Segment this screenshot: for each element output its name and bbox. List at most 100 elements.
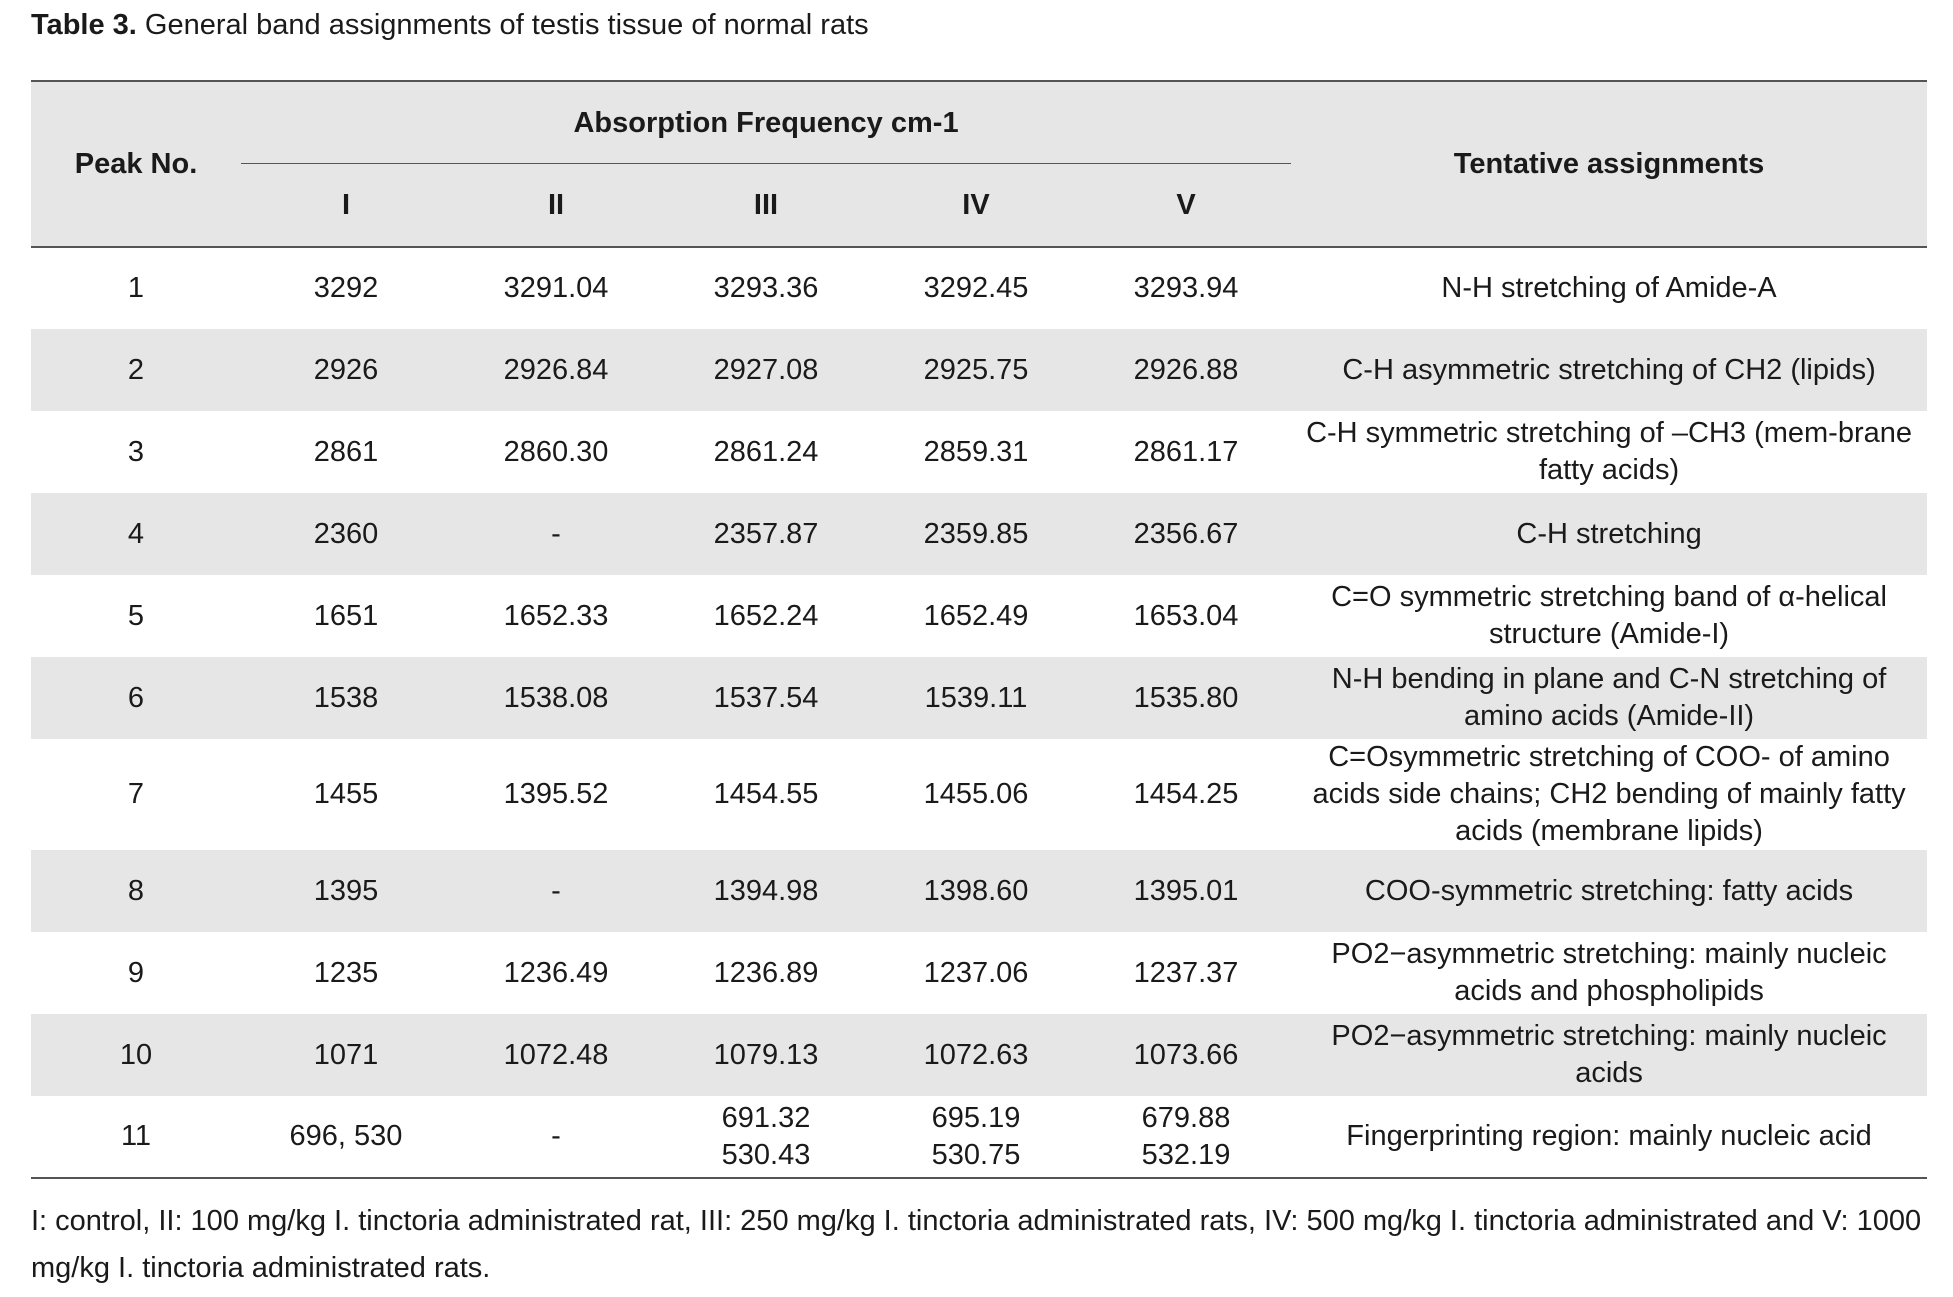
cell-assignment: C=Osymmetric stretching of COO- of amino…	[1312, 741, 1906, 847]
cell-assignment: N-H bending in plane and C-N stretching …	[1291, 657, 1928, 739]
cell-frequency-v: 1237.37	[1133, 956, 1239, 989]
cell-frequency-iii: 3293.36	[713, 272, 819, 304]
table-caption: Table 3. General band assignments of tes…	[31, 6, 869, 44]
cell-frequency-i: 696, 530	[241, 1096, 451, 1179]
header-group-i: I	[241, 164, 451, 247]
cell-frequency-v: 2861.17	[1133, 435, 1239, 468]
cell-frequency-iv: 1455.06	[923, 778, 1029, 810]
table-row: 1 3292 3291.04 3293.36 3292.45 3293.94 N-H str…	[31, 247, 1927, 329]
cell-frequency-v: 1395.01	[1081, 850, 1292, 932]
cell-frequency-iii: 1652.24	[713, 599, 819, 632]
band-assignment-table: Peak No. Absorption Frequency cm-1 Tenta…	[31, 80, 1928, 1179]
band-assignment-table-wrapper: Peak No. Absorption Frequency cm-1 Tenta…	[31, 80, 1928, 1179]
cell-frequency-v: 2926.88	[1081, 329, 1292, 411]
cell-frequency-ii: 3291.04	[503, 272, 609, 304]
cell-frequency-iii: 1537.54	[661, 657, 871, 739]
cell-peak-no: 2	[31, 329, 241, 411]
table-row: 9 1235 1236.49 1236.89 1237.06 1237.37 PO2−asy…	[31, 932, 1927, 1014]
header-group-iii: III	[661, 164, 871, 247]
cell-assignment: PO2−asymmetric stretching: mainly nuclei…	[1291, 1014, 1928, 1096]
header-absorption-frequency: Absorption Frequency cm-1	[241, 81, 1292, 164]
cell-frequency-ii: 1652.33	[503, 599, 609, 632]
cell-frequency-v: 3293.94	[1133, 272, 1239, 304]
cell-peak-no: 1	[127, 272, 145, 304]
cell-frequency-i: 3292	[313, 272, 379, 304]
cell-assignment: C-H symmetric stretching of –CH3 (mem-br…	[1306, 417, 1912, 486]
cell-frequency-i: 1395	[241, 850, 451, 932]
cell-frequency-iv: 1398.60	[871, 850, 1081, 932]
table-footnote: I: control, II: 100 mg/kg I. tinctoria a…	[31, 1205, 1922, 1284]
cell-frequency-iii: 691.32 530.43	[661, 1096, 871, 1179]
cell-frequency-iii: 1079.13	[661, 1014, 871, 1096]
cell-frequency-iv: 1539.11	[871, 657, 1081, 739]
table-header: Peak No. Absorption Frequency cm-1 Tenta…	[31, 81, 1928, 247]
header-group-v: V	[1081, 164, 1292, 247]
cell-frequency-ii: 1538.08	[451, 657, 661, 739]
cell-frequency-v: 1535.80	[1081, 657, 1292, 739]
header-tentative-assignments: Tentative assignments	[1291, 81, 1928, 247]
cell-peak-no: 9	[127, 956, 145, 989]
cell-frequency-iv: 1237.06	[923, 956, 1029, 989]
cell-assignment: Fingerprinting region: mainly nucleic ac…	[1291, 1096, 1928, 1179]
cell-assignment: N-H stretching of Amide-A	[1441, 272, 1777, 304]
table-row: 3 2861 2860.30 2861.24 2859.31 2861.17 C-H sym…	[31, 411, 1927, 493]
cell-frequency-iv: 1652.49	[923, 599, 1029, 632]
cell-frequency-iv: 695.19 530.75	[871, 1096, 1081, 1179]
cell-frequency-i: 2861	[313, 435, 379, 468]
caption-text: General band assignments of testis tissu…	[144, 9, 869, 41]
cell-frequency-i: 1455	[313, 778, 379, 810]
cell-frequency-ii: -	[451, 850, 661, 932]
cell-frequency-ii: 2860.30	[503, 435, 609, 468]
cell-peak-no: 11	[31, 1096, 241, 1179]
cell-frequency-i: 1538	[241, 657, 451, 739]
cell-frequency-iv: 2859.31	[923, 435, 1029, 468]
cell-frequency-i: 1235	[313, 956, 379, 989]
cell-frequency-i: 1651	[313, 599, 379, 632]
cell-frequency-i: 2360	[241, 493, 451, 575]
header-group-ii: II	[451, 164, 661, 247]
table-row: 6 1538 1538.08 1537.54 1539.11 1535.80 N-H ben…	[31, 657, 1928, 739]
cell-frequency-v: 679.88 532.19	[1081, 1096, 1292, 1179]
cell-frequency-iv: 1072.63	[871, 1014, 1081, 1096]
cell-frequency-v: 2356.67	[1081, 493, 1292, 575]
cell-frequency-iii: 2861.24	[713, 435, 819, 468]
table-row: 5 1651 1652.33 1652.24 1652.49 1653.04 C=O sym…	[31, 575, 1927, 657]
cell-assignment: C=O symmetric stretching band of α-helic…	[1331, 581, 1887, 650]
cell-peak-no: 6	[31, 657, 241, 739]
cell-frequency-iii: 1394.98	[661, 850, 871, 932]
cell-frequency-ii: -	[451, 1096, 661, 1179]
cell-frequency-i: 2926	[241, 329, 451, 411]
table-body: 1 3292 3291.04 3293.36 3292.45 3293.94 N-H str…	[31, 247, 1928, 1179]
cell-peak-no: 5	[127, 599, 145, 632]
table-row: 11 696, 530-691.32 530.43 695.19 530.75 679…	[31, 1096, 1928, 1179]
cell-peak-no: 8	[31, 850, 241, 932]
table-row: 8 1395-1394.98 1398.60 1395.01 COO-symmetric…	[31, 850, 1928, 932]
cell-frequency-ii: 1395.52	[503, 778, 609, 810]
header-absorption-label: Absorption Frequency cm-1	[573, 106, 959, 139]
cell-peak-no: 10	[31, 1014, 241, 1096]
header-absorption-rule	[241, 163, 1292, 164]
cell-frequency-iv: 3292.45	[923, 272, 1029, 304]
cell-frequency-iii: 2927.08	[661, 329, 871, 411]
table-row: 10 1071 1072.48 1079.13 1072.63 1073.66 PO2−as…	[31, 1014, 1928, 1096]
header-peak-no: Peak No.	[31, 81, 241, 247]
caption-label: Table 3.	[31, 9, 137, 41]
cell-peak-no: 3	[127, 435, 145, 468]
cell-frequency-iii: 2357.87	[661, 493, 871, 575]
cell-assignment: COO-symmetric stretching: fatty acids	[1291, 850, 1928, 932]
cell-frequency-ii: -	[451, 493, 661, 575]
cell-frequency-iv: 2359.85	[871, 493, 1081, 575]
cell-frequency-iii: 1236.89	[713, 956, 819, 989]
cell-frequency-ii: 1072.48	[451, 1014, 661, 1096]
table-row: 2 2926 2926.84 2927.08 2925.75 2926.88 C-H asy…	[31, 329, 1928, 411]
cell-frequency-ii: 1236.49	[503, 956, 609, 989]
cell-assignment: PO2−asymmetric stretching: mainly nuclei…	[1331, 938, 1887, 1007]
cell-frequency-v: 1073.66	[1081, 1014, 1292, 1096]
cell-frequency-v: 1454.25	[1133, 778, 1239, 810]
table-row: 7 1455 1395.52 1454.55 1455.06 1454.25 C=Osymm…	[31, 739, 1927, 850]
header-group-iv: IV	[871, 164, 1081, 247]
cell-frequency-v: 1653.04	[1133, 599, 1239, 632]
cell-assignment: C-H stretching	[1291, 493, 1928, 575]
cell-peak-no: 4	[31, 493, 241, 575]
cell-frequency-iii: 1454.55	[713, 778, 819, 810]
